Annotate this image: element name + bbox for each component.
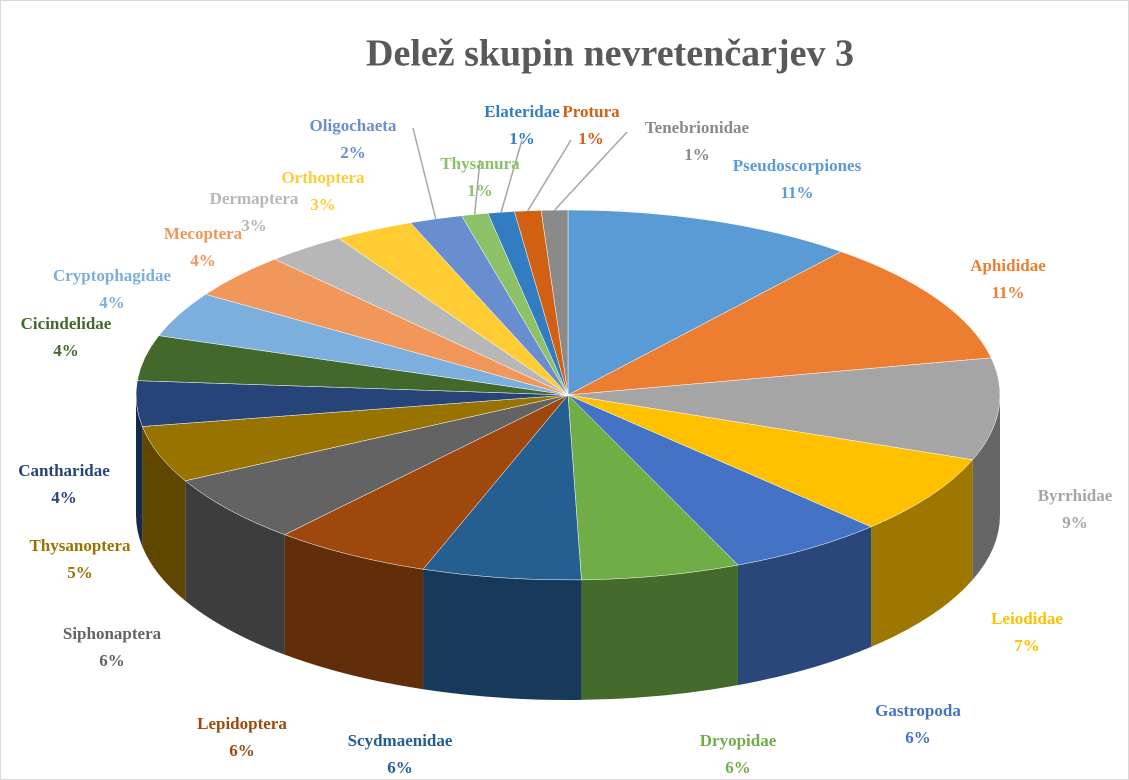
- data-label-value: 6%: [905, 728, 931, 747]
- data-label-value: 9%: [1062, 513, 1088, 532]
- leader-line: [473, 159, 481, 215]
- slice-side: [284, 534, 424, 690]
- data-label-name: Lepidoptera: [197, 714, 287, 733]
- data-label-name: Dermaptera: [210, 189, 299, 208]
- data-label-value: 6%: [99, 651, 125, 670]
- data-label-name: Cantharidae: [18, 461, 110, 480]
- data-label-value: 1%: [509, 129, 535, 148]
- slice-side: [423, 569, 582, 701]
- data-label-name: Protura: [562, 102, 620, 121]
- slice-side: [972, 395, 1000, 580]
- slice-side: [136, 395, 143, 547]
- slice: [567, 394, 974, 528]
- slice: [284, 394, 569, 570]
- data-label-value: 1%: [578, 129, 604, 148]
- leader-line: [554, 131, 628, 211]
- data-label-value: 1%: [684, 145, 710, 164]
- data-label-name: Leiodidae: [991, 609, 1063, 628]
- data-label-name: Byrrhidae: [1038, 486, 1113, 505]
- data-label-value: 7%: [1014, 636, 1040, 655]
- leader-line: [527, 139, 572, 212]
- data-label-value: 6%: [229, 741, 255, 760]
- data-label-name: Dryopidae: [700, 731, 777, 750]
- data-label-value: 3%: [241, 216, 267, 235]
- leader-line: [500, 139, 523, 213]
- data-label-name: Cicindelidae: [21, 314, 112, 333]
- slice: [567, 357, 1001, 461]
- data-label-value: 2%: [340, 143, 366, 162]
- data-label-value: 5%: [67, 563, 93, 582]
- data-label-name: Orthoptera: [281, 168, 365, 187]
- slice: [567, 209, 842, 396]
- data-label-value: 6%: [387, 758, 413, 777]
- slice: [567, 251, 992, 396]
- data-label-name: Pseudoscorpiones: [733, 156, 862, 175]
- data-label-value: 4%: [53, 341, 79, 360]
- data-label-name: Mecoptera: [164, 224, 243, 243]
- data-label-name: Scydmaenidae: [348, 731, 453, 750]
- data-label-name: Tenebrionidae: [645, 118, 750, 137]
- slice: [184, 394, 569, 535]
- data-label-value: 4%: [190, 251, 216, 270]
- leader-line: [412, 127, 437, 220]
- data-label-name: Thysanura: [440, 154, 520, 173]
- data-label-value: 11%: [991, 283, 1024, 302]
- slice-side: [185, 480, 285, 655]
- data-label-name: Cryptophagidae: [53, 266, 172, 285]
- data-label-name: Elateridae: [484, 102, 560, 121]
- slice-side: [871, 459, 973, 647]
- slice-side: [142, 426, 186, 601]
- data-label-name: Gastropoda: [875, 701, 961, 720]
- data-label-value: 1%: [467, 181, 493, 200]
- slice-side: [737, 526, 872, 686]
- data-label-name: Oligochaeta: [310, 116, 397, 135]
- data-label-value: 11%: [780, 183, 813, 202]
- data-label-value: 6%: [725, 758, 751, 777]
- data-label-name: Aphididae: [970, 256, 1046, 275]
- data-label-name: Thysanoptera: [29, 536, 131, 555]
- slice: [422, 394, 582, 581]
- slice: [567, 394, 872, 566]
- chart-title: Delež skupin nevretenčarjev 3: [366, 33, 854, 75]
- data-label-value: 3%: [310, 195, 336, 214]
- data-label-name: Siphonaptera: [63, 624, 162, 643]
- slice-side: [581, 565, 738, 700]
- slice: [567, 394, 739, 581]
- data-label-value: 4%: [99, 293, 125, 312]
- data-label-value: 4%: [51, 488, 77, 507]
